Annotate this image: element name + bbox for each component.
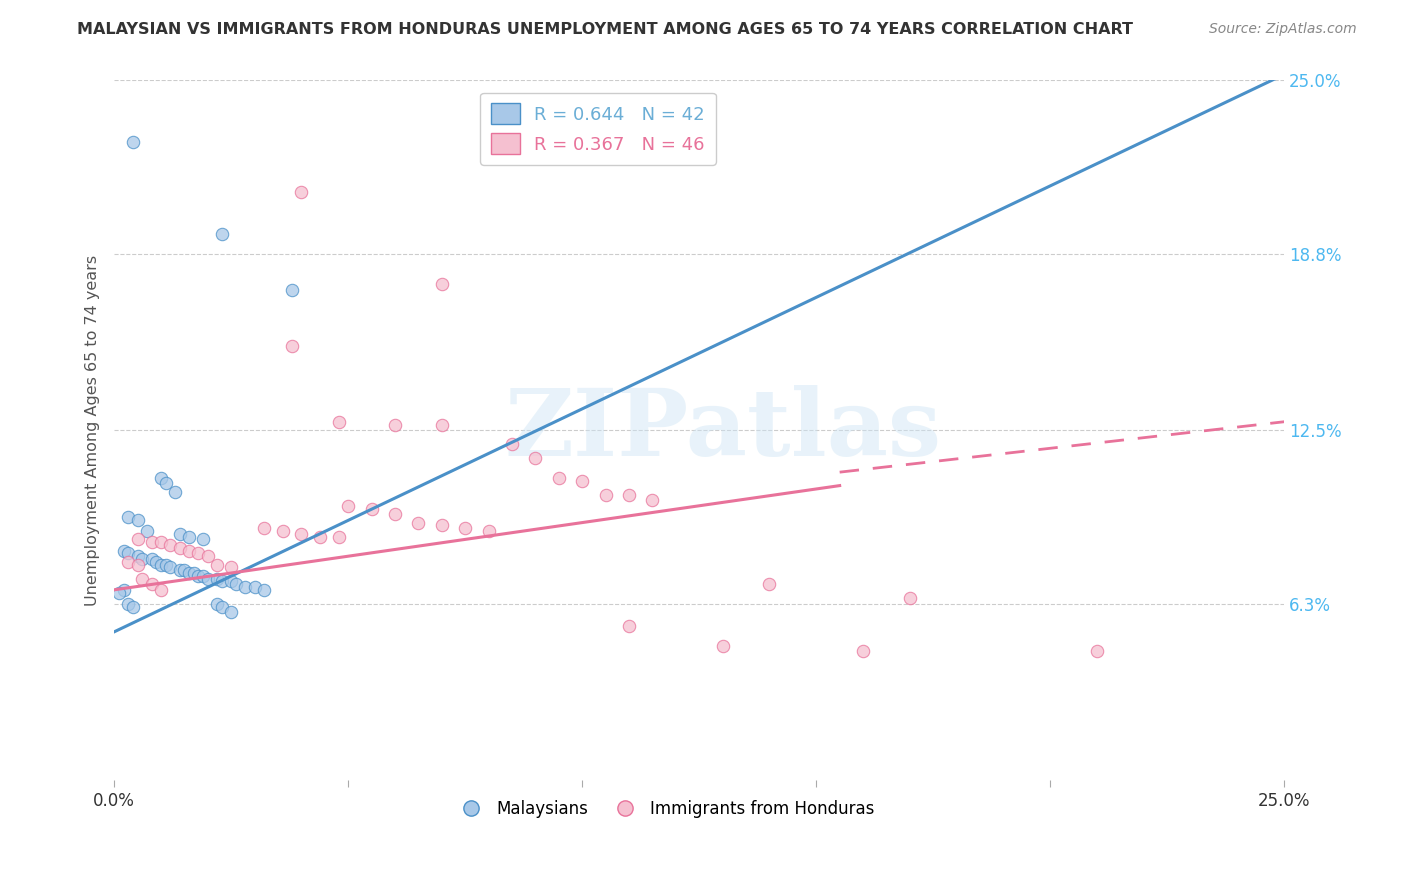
Point <box>187 546 209 560</box>
Point <box>898 591 921 606</box>
Point <box>197 549 219 564</box>
Point <box>191 569 214 583</box>
Point <box>187 569 209 583</box>
Point <box>122 599 145 614</box>
Point <box>641 493 664 508</box>
Point <box>117 597 139 611</box>
Point <box>205 572 228 586</box>
Point <box>309 530 332 544</box>
Point <box>159 538 181 552</box>
Point <box>337 499 360 513</box>
Point <box>205 558 228 572</box>
Point <box>191 533 214 547</box>
Point <box>219 605 242 619</box>
Point <box>150 558 173 572</box>
Point <box>281 283 304 297</box>
Point <box>177 566 200 580</box>
Point <box>617 619 640 633</box>
Point <box>233 580 256 594</box>
Point <box>127 549 149 564</box>
Point <box>127 558 149 572</box>
Text: MALAYSIAN VS IMMIGRANTS FROM HONDURAS UNEMPLOYMENT AMONG AGES 65 TO 74 YEARS COR: MALAYSIAN VS IMMIGRANTS FROM HONDURAS UN… <box>77 22 1133 37</box>
Point <box>163 484 186 499</box>
Point <box>281 339 304 353</box>
Point <box>117 510 139 524</box>
Point <box>253 582 276 597</box>
Point <box>159 560 181 574</box>
Point <box>131 572 153 586</box>
Legend: Malaysians, Immigrants from Honduras: Malaysians, Immigrants from Honduras <box>447 793 880 824</box>
Point <box>205 597 228 611</box>
Point <box>173 563 195 577</box>
Point <box>571 474 593 488</box>
Text: ZIPatlas: ZIPatlas <box>505 385 941 475</box>
Point <box>141 577 163 591</box>
Point <box>852 644 875 658</box>
Point <box>384 507 406 521</box>
Point <box>219 574 242 589</box>
Point <box>112 582 135 597</box>
Point <box>112 543 135 558</box>
Point <box>225 577 247 591</box>
Point <box>169 541 191 555</box>
Point <box>595 487 617 501</box>
Point <box>328 415 350 429</box>
Point <box>117 555 139 569</box>
Point <box>524 451 547 466</box>
Point <box>177 530 200 544</box>
Y-axis label: Unemployment Among Ages 65 to 74 years: Unemployment Among Ages 65 to 74 years <box>86 254 100 606</box>
Point <box>169 526 191 541</box>
Point <box>150 582 173 597</box>
Point <box>290 526 312 541</box>
Point <box>136 524 159 538</box>
Point <box>141 535 163 549</box>
Point <box>617 487 640 501</box>
Point <box>243 580 266 594</box>
Point <box>711 639 734 653</box>
Point <box>501 437 523 451</box>
Point <box>430 518 453 533</box>
Point <box>384 417 406 432</box>
Point <box>197 572 219 586</box>
Point <box>127 533 149 547</box>
Point <box>183 566 205 580</box>
Point <box>360 501 382 516</box>
Point <box>430 277 453 292</box>
Point <box>253 521 276 535</box>
Point <box>155 476 177 491</box>
Text: Source: ZipAtlas.com: Source: ZipAtlas.com <box>1209 22 1357 37</box>
Point <box>290 185 312 199</box>
Point <box>547 471 569 485</box>
Point <box>127 513 149 527</box>
Point <box>328 530 350 544</box>
Point <box>219 560 242 574</box>
Point <box>758 577 780 591</box>
Point <box>271 524 294 538</box>
Point <box>108 585 131 599</box>
Point <box>141 552 163 566</box>
Point <box>169 563 191 577</box>
Point <box>117 546 139 560</box>
Point <box>211 574 233 589</box>
Point <box>150 471 173 485</box>
Point <box>211 227 233 241</box>
Point <box>122 135 145 149</box>
Point <box>150 535 173 549</box>
Point <box>145 555 167 569</box>
Point <box>155 558 177 572</box>
Point <box>1085 644 1108 658</box>
Point <box>478 524 501 538</box>
Point <box>177 543 200 558</box>
Point <box>131 552 153 566</box>
Point <box>430 417 453 432</box>
Point <box>454 521 477 535</box>
Point <box>211 599 233 614</box>
Point <box>408 516 430 530</box>
